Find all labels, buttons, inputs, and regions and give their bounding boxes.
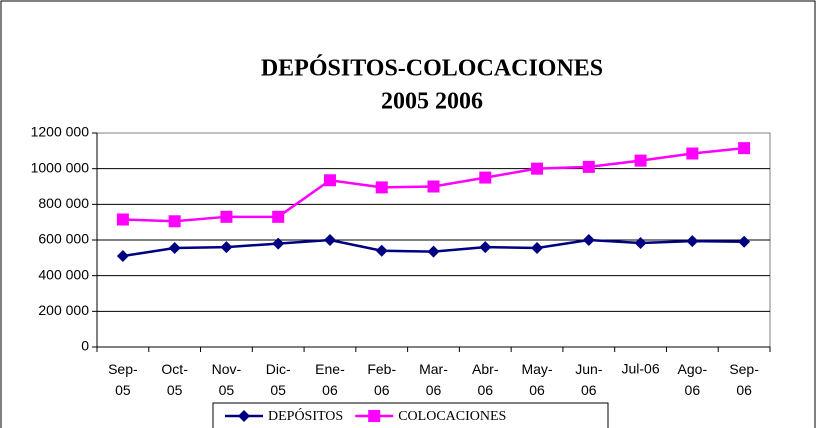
point: [116, 250, 129, 263]
x-tick-label: Dic-05: [266, 361, 291, 398]
point: [634, 154, 647, 167]
legend-label: COLOCACIONES: [398, 409, 506, 424]
point: [272, 237, 285, 250]
x-tick-label: Feb-06: [367, 361, 396, 398]
point: [323, 174, 336, 187]
legend: DEPÓSITOS COLOCACIONES: [212, 402, 609, 428]
point: [168, 215, 181, 228]
y-tick-label: 800 000: [38, 195, 89, 211]
point: [238, 410, 250, 422]
point: [531, 242, 544, 255]
y-tick-label: 400 000: [38, 266, 89, 282]
point: [582, 160, 595, 173]
y-tick-label: 600 000: [38, 231, 89, 247]
x-tick-label: Sep-06: [729, 361, 759, 398]
point: [634, 237, 647, 250]
legend-label: DEPÓSITOS: [268, 407, 343, 424]
point: [375, 244, 388, 257]
point: [220, 210, 233, 223]
y-tick-label: 1200 000: [31, 124, 90, 140]
x-tick-label: Nov-05: [212, 361, 242, 398]
chart-title: DEPÓSITOS-COLOCACIONES: [261, 55, 603, 82]
x-tick-label: Abr-06: [472, 361, 499, 398]
point: [427, 245, 440, 258]
point: [531, 162, 544, 175]
y-tick-label: 1000 000: [31, 159, 90, 175]
x-tick-label: Jun-06: [575, 361, 603, 398]
x-tick-label: Jul-06: [622, 361, 660, 377]
x-tick-label: Ene-06: [315, 361, 345, 398]
point: [272, 210, 285, 223]
point: [368, 410, 381, 422]
point: [686, 147, 699, 160]
point: [582, 234, 595, 246]
point: [168, 242, 181, 255]
point: [686, 235, 699, 248]
chart-subtitle: 2005 2006: [381, 89, 483, 115]
legend-box: [212, 402, 609, 428]
point: [116, 213, 129, 226]
point: [220, 241, 233, 254]
y-tick-label: 200 000: [38, 302, 89, 318]
x-tick-label: May-06: [521, 361, 552, 398]
point: [738, 235, 751, 248]
x-tick-label: Mar-06: [419, 361, 448, 398]
y-tick-label: 0: [81, 338, 89, 354]
point: [738, 142, 751, 155]
point: [323, 234, 336, 246]
point: [427, 180, 440, 193]
x-tick-label: Sep-05: [108, 361, 138, 398]
x-tick-label: Oct-05: [161, 361, 188, 398]
point: [479, 241, 492, 254]
point: [479, 171, 492, 184]
x-tick-label: Ago-06: [678, 361, 708, 398]
point: [375, 181, 388, 194]
